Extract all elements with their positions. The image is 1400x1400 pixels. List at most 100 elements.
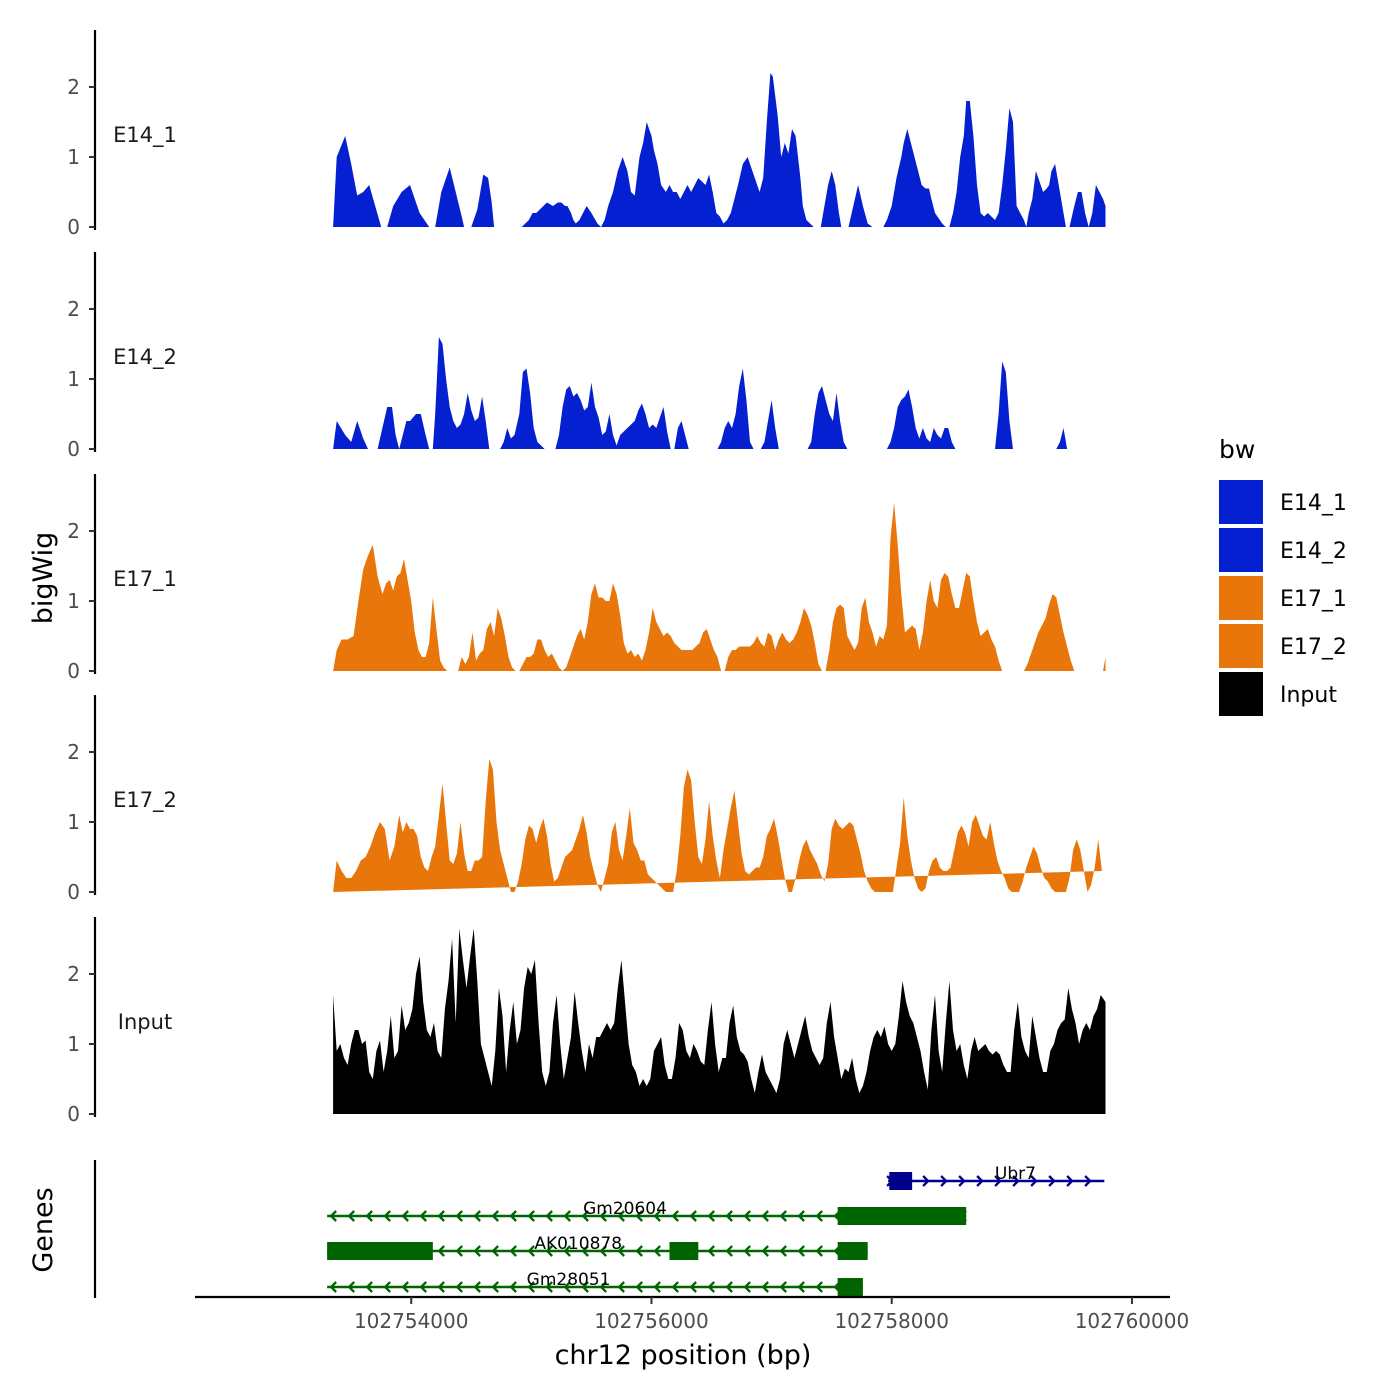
strand-arrow <box>1012 1175 1020 1187</box>
y-tick-label: 1 <box>67 1032 80 1056</box>
strand-arrow <box>815 1210 823 1222</box>
track-e17_2: 0 1 2 E17_2 <box>67 695 1102 904</box>
track-label: E17_2 <box>113 788 177 813</box>
strand-arrow <box>365 1210 373 1222</box>
genes-axis-title: Genes <box>28 1187 59 1272</box>
gene-ak010878: AK010878 <box>327 1234 868 1260</box>
y-tick-label: 2 <box>67 740 80 764</box>
strand-arrow <box>455 1245 463 1257</box>
strand-arrow <box>635 1281 643 1293</box>
strand-arrow <box>617 1210 625 1222</box>
track-label: E17_1 <box>113 567 177 592</box>
strand-arrow <box>815 1281 823 1293</box>
coverage-area-e14_1 <box>333 73 1106 227</box>
x-axis: 102754000 102756000 102758000 102760000 <box>195 1295 1190 1333</box>
x-tick-label: 102760000 <box>1075 1309 1190 1333</box>
strand-arrow <box>491 1245 499 1257</box>
strand-arrow <box>599 1281 607 1293</box>
strand-arrow <box>581 1281 589 1293</box>
exon-block <box>669 1242 699 1260</box>
strand-arrow <box>761 1210 769 1222</box>
strand-arrow <box>635 1210 643 1222</box>
legend-item-e14_2: E14_2 <box>1219 528 1347 572</box>
strand-arrow <box>401 1281 409 1293</box>
y-tick-label: 1 <box>67 145 80 169</box>
y-axis-title: bigWig <box>28 532 59 625</box>
strand-arrow <box>527 1245 535 1257</box>
strand-arrow <box>563 1210 571 1222</box>
strand-arrow <box>347 1210 355 1222</box>
strand-arrow <box>976 1175 984 1187</box>
strand-arrow <box>1048 1175 1056 1187</box>
gene-ubr7: Ubr7 <box>886 1164 1105 1190</box>
strand-arrow <box>455 1210 463 1222</box>
strand-arrow <box>545 1281 553 1293</box>
strand-arrow <box>581 1210 589 1222</box>
gene-annotation-track: Ubr7 Gm20604 AK010878 Gm28051 <box>93 1160 1105 1298</box>
strand-arrow <box>653 1281 661 1293</box>
legend-swatch <box>1219 480 1263 524</box>
track-label: E14_1 <box>113 123 177 148</box>
legend: bw E14_1 E14_2 E17_1 E17_2 Input <box>1219 435 1347 716</box>
y-tick-label: 0 <box>67 1102 80 1126</box>
legend-swatch <box>1219 528 1263 572</box>
x-axis-title: chr12 position (bp) <box>555 1340 812 1371</box>
strand-arrow <box>509 1245 517 1257</box>
strand-arrow <box>653 1210 661 1222</box>
y-tick-label: 0 <box>67 215 80 239</box>
strand-arrow <box>707 1245 715 1257</box>
strand-arrow <box>743 1245 751 1257</box>
y-tick-label: 2 <box>67 962 80 986</box>
strand-arrow <box>671 1281 679 1293</box>
strand-arrow <box>599 1210 607 1222</box>
legend-item-e14_1: E14_1 <box>1219 480 1347 524</box>
y-tick-label: 2 <box>67 519 80 543</box>
legend-label: E17_2 <box>1280 635 1347 660</box>
strand-arrow <box>473 1210 481 1222</box>
strand-arrow <box>473 1245 481 1257</box>
strand-arrow <box>725 1281 733 1293</box>
legend-items: E14_1 E14_2 E17_1 E17_2 Input <box>1219 480 1347 716</box>
strand-arrow <box>725 1210 733 1222</box>
strand-arrow <box>329 1210 337 1222</box>
y-tick-label: 0 <box>67 659 80 683</box>
exon-block <box>837 1242 868 1260</box>
coverage-area-e17_2 <box>333 759 1102 892</box>
gene-gm28051: Gm28051 <box>327 1270 863 1296</box>
strand-arrow <box>365 1281 373 1293</box>
strand-arrow <box>437 1245 445 1257</box>
x-tick-label: 102756000 <box>594 1309 709 1333</box>
y-tick-label: 0 <box>67 437 80 461</box>
track-label: Input <box>118 1010 172 1034</box>
legend-title: bw <box>1219 435 1255 464</box>
strand-arrow <box>671 1210 679 1222</box>
y-tick-label: 1 <box>67 810 80 834</box>
exon-block <box>889 1172 913 1190</box>
legend-swatch <box>1219 624 1263 668</box>
x-tick-label: 102754000 <box>354 1309 469 1333</box>
legend-label: E14_1 <box>1280 491 1347 516</box>
strand-arrow <box>545 1210 553 1222</box>
legend-swatch <box>1219 576 1263 620</box>
strand-arrow <box>815 1245 823 1257</box>
strand-arrow <box>437 1281 445 1293</box>
strand-arrow <box>383 1210 391 1222</box>
strand-arrow <box>473 1281 481 1293</box>
strand-arrow <box>599 1245 607 1257</box>
strand-arrow <box>509 1281 517 1293</box>
strand-arrow <box>761 1281 769 1293</box>
strand-arrow <box>958 1175 966 1187</box>
strand-arrow <box>527 1210 535 1222</box>
strand-arrow <box>1084 1175 1092 1187</box>
strand-arrow <box>725 1245 733 1257</box>
strand-arrow <box>761 1245 769 1257</box>
track-e14_2: 0 1 2 E14_2 <box>67 252 1068 461</box>
strand-arrow <box>617 1281 625 1293</box>
strand-arrow <box>797 1210 805 1222</box>
gene-label: AK010878 <box>534 1234 622 1254</box>
strand-arrow <box>707 1210 715 1222</box>
strand-arrow <box>994 1175 1002 1187</box>
gene-label: Gm28051 <box>527 1270 611 1290</box>
